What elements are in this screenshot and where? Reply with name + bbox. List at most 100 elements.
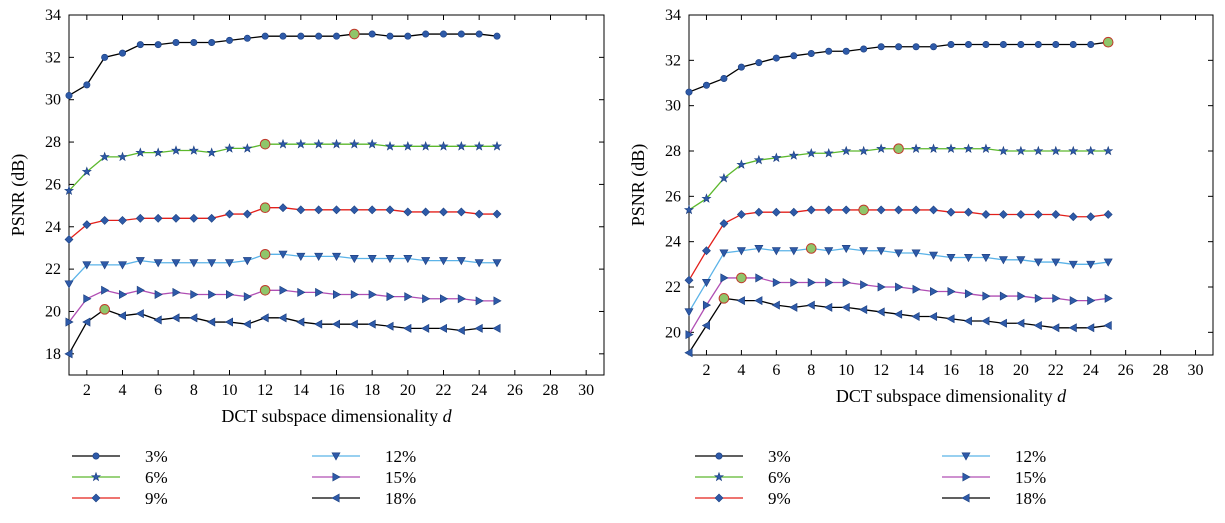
data-point-marker [754, 296, 763, 306]
data-point-marker [422, 294, 431, 304]
data-point-marker [385, 321, 394, 331]
data-point-marker [64, 280, 74, 289]
data-point-marker [154, 290, 163, 300]
data-point-marker [438, 257, 449, 266]
series-3pct [685, 36, 1114, 96]
data-point-marker [1103, 258, 1113, 267]
data-point-marker [1069, 296, 1078, 306]
data-point-marker [685, 88, 693, 96]
plot-frame [68, 14, 605, 376]
data-point-marker [100, 261, 110, 270]
data-point-marker [912, 43, 920, 51]
x-tick-label: 22 [1048, 362, 1064, 379]
data-point-marker [912, 284, 921, 294]
x-tick-label: 28 [1153, 362, 1169, 379]
data-point-marker [946, 314, 955, 324]
data-point-marker [225, 209, 234, 219]
data-point-marker [136, 285, 145, 295]
legend-marker [962, 472, 971, 482]
data-point-marker [136, 41, 144, 49]
x-tick-label: 14 [293, 382, 309, 399]
data-point-marker [1068, 212, 1078, 222]
data-point-marker [242, 319, 251, 329]
legend-marker [713, 471, 725, 482]
data-point-marker [456, 257, 466, 266]
data-point-marker [119, 290, 128, 300]
data-point-marker [440, 294, 449, 304]
data-point-marker [841, 145, 852, 156]
data-point-marker [171, 259, 181, 268]
data-point-marker [824, 302, 833, 312]
series-12pct [64, 248, 502, 289]
data-point-marker [189, 259, 199, 268]
data-point-marker [1016, 210, 1026, 219]
data-point-marker [736, 296, 745, 306]
best-point-marker [259, 284, 271, 296]
data-point-marker [349, 255, 359, 264]
data-point-marker [825, 277, 834, 287]
legend-label: 12% [1015, 447, 1046, 466]
data-point-marker [998, 210, 1008, 219]
data-point-marker [702, 300, 712, 310]
data-point-marker [859, 247, 869, 256]
data-point-marker [788, 150, 799, 160]
data-point-marker [296, 205, 306, 215]
data-point-marker [117, 311, 126, 321]
data-point-marker [456, 140, 467, 151]
data-point-marker [860, 45, 868, 53]
data-point-marker [331, 252, 342, 262]
data-point-marker [1033, 258, 1043, 267]
data-point-marker [895, 282, 904, 292]
data-point-marker [1069, 40, 1077, 48]
y-tick-label: 22 [45, 261, 61, 278]
series-line [68, 207, 497, 240]
data-point-marker [153, 259, 163, 268]
series-9pct [684, 204, 1113, 285]
data-point-marker [1086, 212, 1096, 222]
data-point-marker [841, 302, 850, 312]
data-point-marker [702, 246, 711, 256]
y-tick-label: 32 [45, 49, 61, 66]
data-point-marker [208, 290, 217, 300]
data-point-marker [789, 207, 799, 217]
data-point-marker [842, 277, 851, 287]
data-point-marker [206, 147, 217, 157]
data-point-marker [824, 205, 834, 215]
x-tick-label: 20 [1013, 362, 1029, 379]
data-point-marker [736, 159, 747, 169]
series-6pct [683, 143, 1114, 215]
legend-label: 18% [1015, 489, 1046, 508]
legend-item: 12% [312, 447, 416, 466]
data-point-marker [859, 305, 868, 315]
data-point-marker [684, 308, 694, 317]
best-point-marker [893, 143, 904, 155]
data-point-marker [911, 249, 921, 258]
data-point-marker [456, 207, 466, 217]
legend-label: 18% [385, 489, 416, 508]
data-point-marker [439, 207, 448, 217]
data-point-marker [1033, 321, 1042, 331]
data-point-marker [1051, 258, 1061, 267]
data-point-marker [135, 147, 146, 157]
data-point-marker [385, 255, 395, 264]
y-axis-label: PSNR (dB) [8, 154, 29, 237]
legend-item: 15% [942, 468, 1046, 487]
data-point-marker [981, 254, 991, 263]
x-tick-label: 2 [702, 362, 710, 379]
series-3pct [65, 28, 501, 99]
legend-item: 9% [695, 489, 791, 508]
x-tick-label: 12 [257, 382, 273, 399]
data-point-marker [242, 209, 252, 219]
data-point-marker [314, 252, 324, 262]
data-point-marker [701, 193, 712, 203]
data-point-marker [790, 277, 799, 287]
legend-marker [90, 471, 102, 482]
data-point-marker [260, 313, 269, 323]
data-point-marker [242, 257, 252, 266]
data-point-marker [1034, 40, 1042, 48]
x-axis-label: DCT subspace dimensionality d [221, 406, 452, 426]
best-point-marker [718, 293, 730, 304]
data-point-marker [207, 213, 217, 223]
data-point-marker [894, 249, 904, 258]
data-point-marker [475, 30, 483, 38]
